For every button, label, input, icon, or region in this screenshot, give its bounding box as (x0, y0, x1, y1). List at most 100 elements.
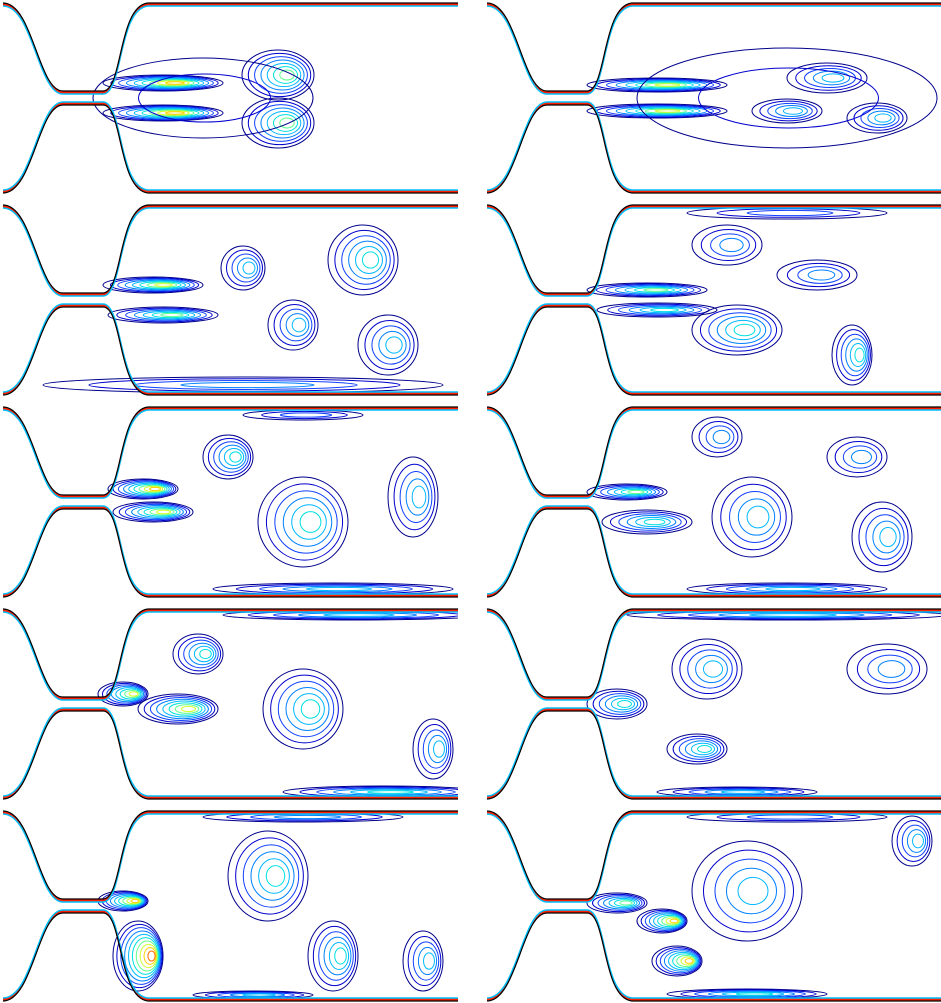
contour-line (783, 108, 802, 115)
contour-line (736, 993, 773, 995)
contour-line (255, 105, 308, 142)
wall (3, 811, 458, 899)
contour-line (760, 101, 817, 121)
contour-line (703, 661, 722, 677)
contour-line (673, 736, 724, 761)
wall (487, 3, 941, 91)
contour-line (280, 118, 294, 128)
contour-line (855, 348, 864, 362)
contour-line (242, 98, 314, 148)
contour-line (148, 951, 155, 961)
wall-layer (487, 208, 941, 296)
contour-line (271, 675, 339, 743)
contour-line (194, 646, 213, 661)
contour-line (704, 850, 794, 932)
contour-line (386, 337, 402, 353)
contour-line (907, 830, 925, 853)
contour-line (644, 519, 665, 525)
contour-line (878, 661, 905, 678)
contour-line (738, 877, 768, 904)
contour-line (880, 527, 896, 546)
contour-line (655, 110, 680, 112)
contour-line (709, 313, 771, 348)
contour-line (808, 270, 835, 280)
contour-line (685, 959, 693, 964)
wall-layer (487, 207, 941, 295)
contour-line (388, 457, 438, 537)
contour-line (358, 315, 418, 375)
contour-line (166, 82, 185, 85)
contours (587, 48, 937, 148)
contour-line (651, 308, 679, 311)
flow-panel (3, 811, 458, 1001)
contour-line (324, 614, 395, 617)
wall-layer (3, 710, 458, 798)
figure (0, 0, 941, 1003)
wall-layer (487, 508, 941, 596)
contours (93, 50, 314, 148)
contour-line (155, 284, 173, 287)
wall (487, 711, 941, 799)
wall (3, 609, 458, 697)
wall-layer (3, 508, 458, 596)
contour-line (228, 831, 308, 921)
contour-line (850, 343, 865, 366)
wall-layer (3, 814, 458, 902)
contour-line (362, 252, 378, 268)
wall (487, 407, 941, 495)
contours (587, 812, 932, 999)
flow-panel (487, 407, 941, 597)
contour-line (749, 614, 836, 617)
wall-layer (487, 410, 941, 498)
contour-line (644, 289, 668, 292)
contour-line (868, 655, 912, 683)
contour-line (798, 267, 842, 284)
wall (3, 105, 458, 193)
contour-line (266, 484, 342, 560)
contour-line (274, 815, 341, 818)
wall-layer (3, 813, 458, 901)
wall (487, 105, 941, 193)
contour-line (268, 300, 318, 350)
contour-line (301, 700, 319, 718)
contour-line (713, 430, 730, 443)
contour-line (181, 382, 314, 387)
contour-line (156, 510, 170, 514)
wall-layer (3, 708, 458, 796)
contour-line (43, 377, 443, 393)
contour-line (680, 644, 737, 693)
contour-line (875, 114, 891, 122)
contour-line (847, 644, 927, 694)
contour-line (610, 512, 686, 532)
contour-line (593, 691, 644, 716)
contour-line (224, 449, 243, 466)
flow-panel (487, 3, 941, 193)
contour-line (698, 746, 712, 753)
contour-line (637, 48, 937, 148)
wall-layer (487, 813, 941, 901)
contour-line (434, 741, 445, 757)
wall-layer (487, 710, 941, 798)
contours (108, 410, 453, 595)
wall-layer (3, 910, 458, 998)
wall-layer (487, 912, 941, 1000)
contour-line (255, 57, 308, 94)
contour-line (161, 313, 183, 316)
contour-line (852, 450, 872, 463)
contour-line (766, 587, 821, 590)
contour-line (266, 866, 284, 887)
contour-line (412, 486, 426, 508)
contours (587, 610, 941, 797)
wall-layer (487, 5, 941, 93)
contour-line (335, 948, 347, 964)
contour-line (230, 452, 242, 462)
contour-line (243, 845, 298, 907)
contour-line (428, 735, 446, 762)
contour-line (280, 413, 331, 417)
contour-line (752, 99, 822, 123)
contour-line (278, 681, 333, 736)
wall-layer (3, 912, 458, 1000)
contour-line (720, 238, 743, 251)
contour-line (306, 587, 371, 590)
contour-line (913, 834, 924, 848)
